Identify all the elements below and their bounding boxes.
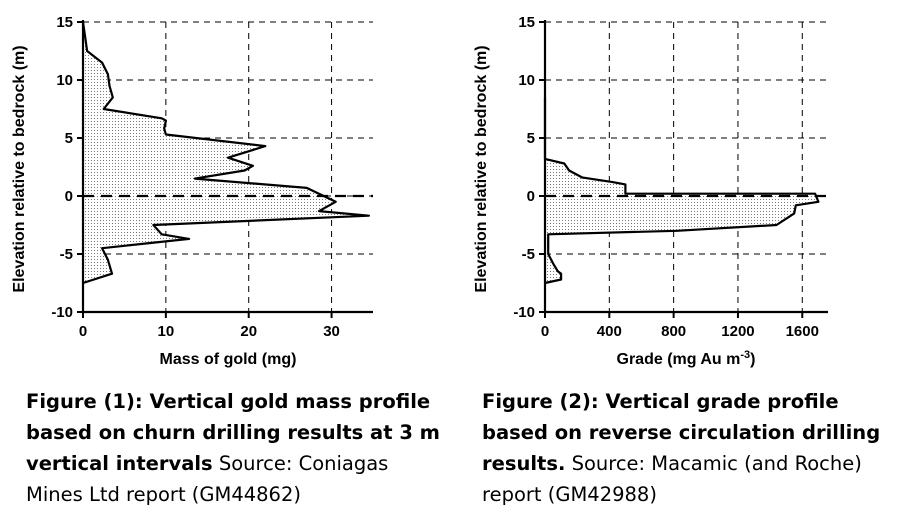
chart-1-x-tick-label: 10 (158, 323, 175, 340)
chart-2-y-tick-label: 10 (518, 72, 535, 89)
chart-2-grid (545, 21, 828, 312)
chart-2-area-fill (545, 97, 819, 284)
chart-2-y-tick-label: 0 (527, 188, 535, 205)
chart-2-y-tick-label: 15 (518, 14, 535, 31)
chart-2-x-tick-label: 400 (597, 323, 622, 340)
chart-1-y-tick-label: 0 (65, 188, 73, 205)
chart-1-x-tick-label: 0 (79, 323, 87, 340)
chart-2-grade-profile: -10 -5 0 5 10 15 0 400 800 1200 1600 Grade (mg Au m… (473, 14, 828, 368)
chart-1-y-tick-label: 15 (56, 14, 73, 31)
figure-1-caption-source: Source: Coniagas Mines Ltd report (GM448… (26, 452, 389, 506)
chart-1-y-tick-label: -5 (60, 246, 73, 263)
figure-2-caption-source: Source: Macamic (and Roche) report (GM42… (482, 452, 862, 506)
chart-2-x-tick-label: 0 (541, 323, 549, 340)
chart-1-y-tick-label: 10 (56, 72, 73, 89)
chart-1-profile-line (81, 21, 370, 285)
chart-1-y-axis-title: Elevation relative to bedrock (m) (11, 45, 28, 292)
chart-2-y-tick-label: 5 (527, 130, 535, 147)
figure-2-caption: Figure (2): Vertical grade profile based… (482, 386, 894, 510)
chart-2-y-tick-label: -10 (513, 304, 535, 321)
chart-1-x-tick-label: 20 (240, 323, 257, 340)
figure-1-caption: Figure (1): Vertical gold mass profile b… (26, 386, 446, 510)
charts-canvas: -10 -5 0 5 10 15 0 10 20 30 Mass of gold (mg) Eleva… (11, 14, 828, 368)
chart-1-gold-mass-profile: -10 -5 0 5 10 15 0 10 20 30 Mass of gold (mg) Eleva… (11, 14, 373, 368)
chart-2-x-tick-label: 800 (661, 323, 686, 340)
chart-2-y-tick-label: -5 (522, 246, 535, 263)
chart-2-x-tick-label: 1200 (721, 323, 754, 340)
chart-1-x-tick-label: 30 (323, 323, 340, 340)
chart-1-x-axis-title: Mass of gold (mg) (160, 351, 297, 368)
chart-2-y-axis-title: Elevation relative to bedrock (m) (473, 45, 490, 292)
chart-2-x-axis-title-superscript: -3 (740, 349, 750, 361)
chart-2-x-axis-title: Grade (mg Au m-3) (617, 349, 756, 368)
chart-1-area-fill (83, 22, 369, 283)
figure-2-caption-title: Figure (2): Vertical grade profile based… (482, 390, 881, 475)
chart-2-profile-line (543, 97, 820, 285)
chart-2-x-tick-label: 1600 (786, 323, 819, 340)
figure-1-caption-title: Figure (1): Vertical gold mass profile b… (26, 390, 440, 475)
chart-1-y-tick-label: -10 (51, 304, 73, 321)
chart-2-x-axis-title-close: ) (750, 351, 755, 368)
chart-1-y-tick-label: 5 (65, 130, 73, 147)
